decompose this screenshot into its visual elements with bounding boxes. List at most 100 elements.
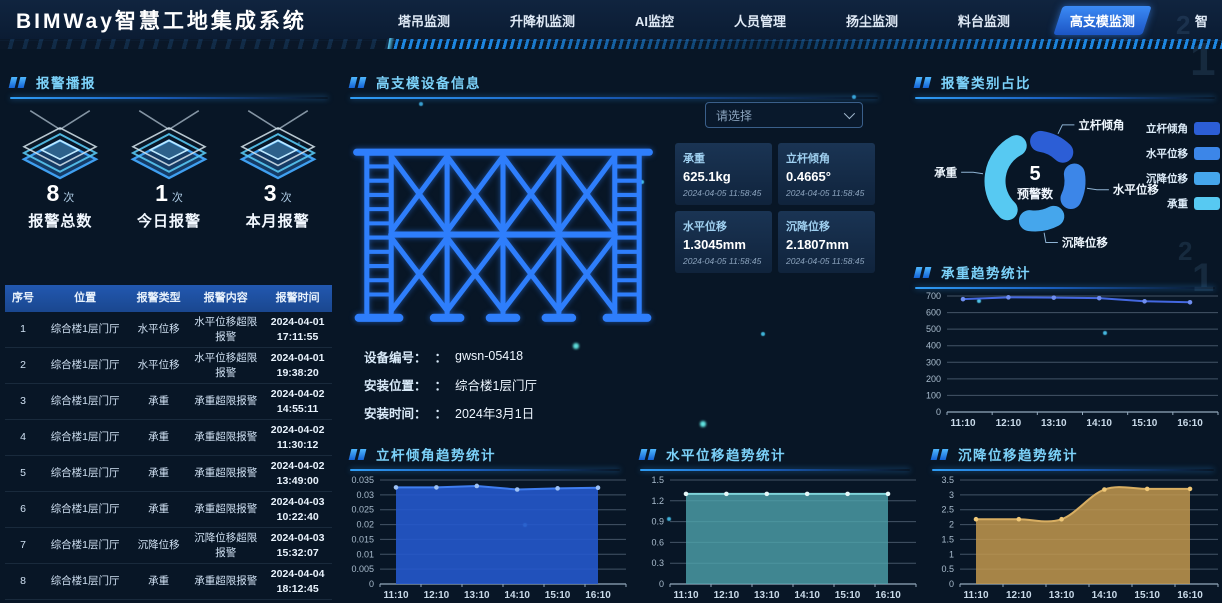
legend-item[interactable]: 水平位移 xyxy=(1146,141,1220,166)
table-cell: 承重 xyxy=(148,467,170,480)
table-cell: 2024-04-03 15:32:07 xyxy=(270,532,325,559)
legend-swatch xyxy=(1194,197,1220,210)
svg-text:15:10: 15:10 xyxy=(835,590,861,601)
svg-text:16:10: 16:10 xyxy=(875,590,901,601)
table-cell: 承重 xyxy=(148,503,170,516)
chevron-down-icon xyxy=(843,107,856,120)
panel-marker-icon xyxy=(915,267,932,278)
metric-timestamp: 2024-04-05 11:58:45 xyxy=(683,256,762,266)
svg-text:0.035: 0.035 xyxy=(351,475,374,485)
svg-text:15:10: 15:10 xyxy=(1132,418,1158,429)
info-value: 2024年3月1日 xyxy=(455,406,535,421)
table-column-header: 位置 xyxy=(74,292,97,305)
nav-tab[interactable]: 升降机监测 xyxy=(509,13,575,29)
svg-text:0.5: 0.5 xyxy=(941,564,954,574)
metric-value: 0.4665° xyxy=(786,169,831,184)
alarm-panel-header: 报警播报 xyxy=(10,72,328,99)
table-cell: 承重 xyxy=(148,395,170,408)
svg-text:3: 3 xyxy=(949,490,954,500)
nav-tab[interactable]: 塔吊监测 xyxy=(398,13,451,29)
background-particles xyxy=(0,0,2,2)
svg-text:400: 400 xyxy=(926,341,941,351)
table-column-header: 报警时间 xyxy=(275,292,320,305)
svg-text:2: 2 xyxy=(949,520,954,530)
svg-text:沉降位移: 沉降位移 xyxy=(1062,236,1108,250)
legend-item[interactable]: 承重 xyxy=(1148,191,1220,216)
device-panel-header: 高支模设备信息 xyxy=(350,72,878,99)
table-cell: 综合楼1层门厅 xyxy=(50,323,120,336)
table-cell: 承重 xyxy=(148,431,170,444)
nav-tab[interactable]: 人员管理 xyxy=(733,13,786,29)
category-panel-header: 报警类别占比 xyxy=(915,72,1215,99)
legend-label: 水平位移 xyxy=(1146,148,1188,160)
svg-text:水平位移: 水平位移 xyxy=(1113,183,1159,197)
svg-text:0.9: 0.9 xyxy=(651,517,664,527)
svg-text:14:10: 14:10 xyxy=(504,590,530,601)
svg-text:1.2: 1.2 xyxy=(651,496,664,506)
nav-tab[interactable]: 智 xyxy=(1194,13,1208,29)
donut-legend: 立杆倾角水平位移沉降位移承重 xyxy=(1146,116,1220,216)
metric-card: 沉降位移 2.1807mm 2024-04-05 11:58:45 xyxy=(778,211,875,273)
svg-text:13:10: 13:10 xyxy=(1041,418,1067,429)
alarm-stat: 8 次报警总数 xyxy=(6,100,115,280)
stat-label: 今日报警 xyxy=(137,213,202,230)
table-cell: 2024-04-02 14:55:11 xyxy=(270,388,325,415)
load-trend-chart: 0 100 200 300 400 500 600 700 11:10 12:10 13:10 14:… xyxy=(907,288,1220,430)
tilt-trend-chart: 0 0.005 0.01 0.015 0.02 0.025 0.03 0.035 11:10 12… xyxy=(340,472,628,602)
panel-underline xyxy=(10,97,328,99)
category-panel-title: 报警类别占比 xyxy=(941,76,1031,91)
app-title: BIMWay智慧工地集成系统 xyxy=(16,10,307,33)
header-decoration-edge xyxy=(378,38,404,49)
table-cell: 2024-04-03 10:22:40 xyxy=(270,496,325,523)
horiz-trend-chart: 0 0.3 0.6 0.9 1.2 1.5 11:10 12:10 13:10 14:10 15:1… xyxy=(630,472,918,602)
table-cell: 承重 xyxy=(148,575,170,588)
panel-underline xyxy=(350,97,878,99)
table-cell: 综合楼1层门厅 xyxy=(50,539,120,552)
nav-tab[interactable]: 扬尘监测 xyxy=(845,13,898,29)
watermark-digit: 1 xyxy=(1190,33,1216,85)
svg-text:11:10: 11:10 xyxy=(963,590,988,601)
table-cell: 水平位移 xyxy=(137,359,180,372)
svg-text:15:10: 15:10 xyxy=(545,590,571,601)
table-cell: 综合楼1层门厅 xyxy=(50,575,120,588)
metric-card: 承重 625.1kg 2024-04-05 11:58:45 xyxy=(675,143,772,205)
table-cell: 综合楼1层门厅 xyxy=(50,503,120,516)
panel-underline xyxy=(915,287,1215,289)
svg-text:立杆倾角: 立杆倾角 xyxy=(1078,118,1124,132)
device-info-row: 安装时间： ： 2024年3月1日 xyxy=(364,398,537,426)
svg-text:16:10: 16:10 xyxy=(1177,590,1203,601)
stat-label: 报警总数 xyxy=(28,213,93,230)
table-cell: 沉降位移 xyxy=(137,539,180,552)
legend-item[interactable]: 立杆倾角 xyxy=(1146,116,1220,141)
svg-text:11:10: 11:10 xyxy=(950,418,975,429)
nav-tab[interactable]: 高支模监测 xyxy=(1056,3,1149,38)
metric-value: 1.3045mm xyxy=(683,237,746,252)
panel-underline xyxy=(640,469,910,471)
alarm-table-row: 3 综合楼1层门厅 承重 承重超限报警 2024-04-02 14:55:11 xyxy=(5,384,332,420)
stacked-layers-icon xyxy=(239,110,317,180)
nav-tab[interactable]: 料台监测 xyxy=(957,13,1010,29)
settle-panel-title: 沉降位移趋势统计 xyxy=(958,448,1078,463)
svg-text:15:10: 15:10 xyxy=(1134,590,1160,601)
metric-value: 2.1807mm xyxy=(786,237,849,252)
alarm-table-row: 7 综合楼1层门厅 沉降位移 沉降位移超限报警 2024-04-03 15:32:07 xyxy=(5,528,332,564)
svg-text:0.005: 0.005 xyxy=(351,564,374,574)
device-select[interactable]: 请选择 xyxy=(705,102,863,128)
panel-marker-icon xyxy=(10,77,27,88)
top-header: BIMWay智慧工地集成系统 塔吊监测 升降机监测 AI监控 人员管理 扬尘监测 料台监测… xyxy=(0,0,1222,41)
table-column-header: 报警类型 xyxy=(136,292,181,305)
table-cell: 8 xyxy=(20,575,26,588)
svg-text:3.5: 3.5 xyxy=(941,475,954,485)
svg-text:700: 700 xyxy=(926,291,941,301)
svg-text:13:10: 13:10 xyxy=(464,590,490,601)
legend-item[interactable]: 沉降位移 xyxy=(1146,166,1220,191)
svg-text:300: 300 xyxy=(926,357,941,367)
info-separator: ： xyxy=(434,406,448,421)
nav-tab[interactable]: AI监控 xyxy=(634,13,674,29)
panel-marker-icon xyxy=(350,77,367,88)
alarm-table-row: 2 综合楼1层门厅 水平位移 水平位移超限报警 2024-04-01 19:38:20 xyxy=(5,348,332,384)
svg-text:13:10: 13:10 xyxy=(754,590,780,601)
svg-text:500: 500 xyxy=(926,324,941,334)
legend-label: 沉降位移 xyxy=(1146,173,1188,185)
